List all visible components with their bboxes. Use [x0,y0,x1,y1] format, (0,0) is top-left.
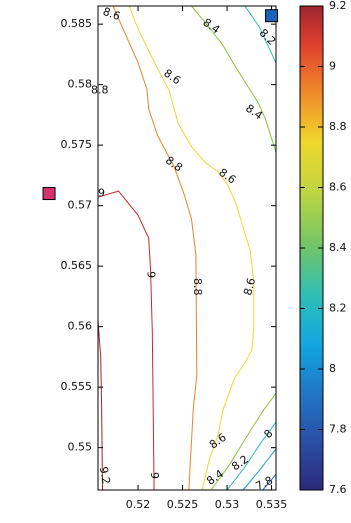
x-tick-label: 0.525 [167,498,199,511]
contour-label: 8.6 [207,431,229,452]
y-tick-label: 0.555 [61,380,93,393]
contour-label: 9 [98,187,105,200]
contour-label: 8.2 [229,453,251,474]
contour-label: 8.6 [161,67,183,88]
contour-line-9-2 [97,320,103,491]
y-tick-label: 0.55 [68,441,93,454]
colorbar-tick-label: 8.6 [329,181,347,194]
contour-label: 8.4 [200,16,222,37]
colorbar: 7.6 7.8 8 8.2 8.4 8.6 8.8 9 9.2 [299,0,347,496]
contour-line-7-8 [262,473,277,491]
contour-label: 9 [145,271,158,278]
colorbar-tick-label: 7.6 [329,483,347,496]
contour-label: 8.6 [241,276,258,296]
contour-lines [97,5,277,491]
contour-label: 8.4 [204,467,226,488]
colorbar-tick-label: 7.8 [329,423,347,436]
marker-square [265,9,279,23]
contour-line-8-8 [112,5,198,491]
contour-line-9 [97,190,155,491]
contour-line-8-2 [244,5,277,64]
contour-label: 9.2 [97,466,113,485]
y-tick-label: 0.575 [61,138,93,151]
colorbar-tick-label: 8.2 [329,302,347,315]
contour-label: 8.8 [91,84,109,97]
markers [42,9,279,201]
contour-line-8-6 [128,5,255,491]
contour-label: 8.8 [191,278,204,296]
y-axis: 0.55 0.555 0.56 0.565 0.57 0.575 0.58 0.585 [61,17,276,454]
colorbar-tick-label: 8.8 [329,120,347,133]
marker-square [42,187,56,201]
y-tick-label: 0.56 [68,320,93,333]
contour-line-8-4 [210,392,277,491]
colorbar-tick-label: 8.4 [329,241,347,254]
contour-line-8 [242,448,277,491]
contour-line-8-4 [191,5,277,153]
y-tick-label: 0.565 [61,259,93,272]
contour-label: 8.8 [163,154,185,175]
contour-label: 8.4 [243,102,265,123]
y-tick-label: 0.585 [61,17,93,30]
contour-label: 8.6 [216,166,238,187]
x-tick-label: 0.535 [256,498,288,511]
contour-label: 8.6 [101,5,122,23]
colorbar-tick-label: 8 [329,362,336,375]
contour-label: 8.2 [257,26,279,48]
x-tick-label: 0.53 [215,498,240,511]
contour-line-8-2 [226,421,277,491]
y-tick-label: 0.58 [68,78,93,91]
colorbar-tick-label: 9 [329,60,336,73]
colorbar-tick-label: 9.2 [329,0,347,12]
x-tick-label: 0.52 [126,498,151,511]
plot-area-frame [97,5,277,491]
contour-label: 9 [148,472,161,479]
x-axis: 0.52 0.525 0.53 0.535 [126,6,287,511]
y-tick-label: 0.57 [68,199,93,212]
